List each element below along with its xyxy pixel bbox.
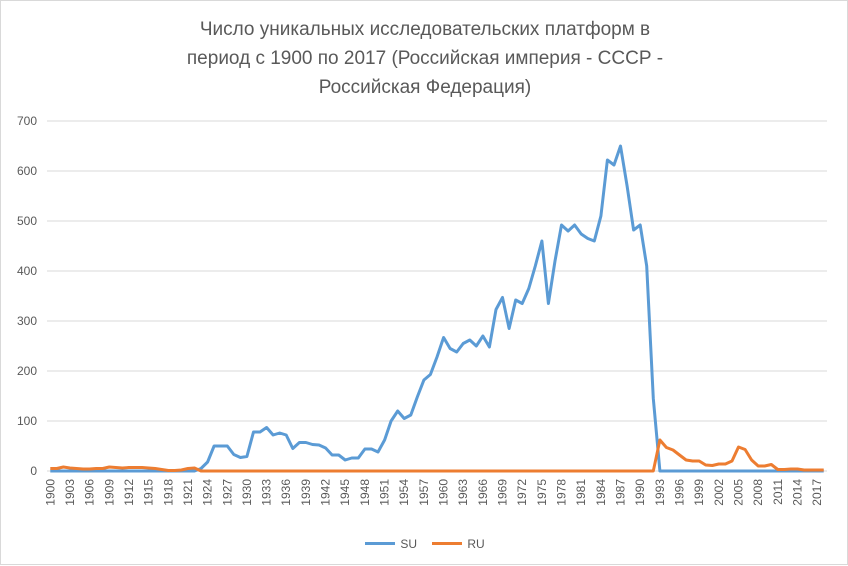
chart-title-line: период с 1900 по 2017 (Российская импери… bbox=[186, 48, 664, 69]
x-tick-label: 1948 bbox=[358, 479, 372, 506]
x-tick-label: 1999 bbox=[692, 479, 706, 506]
x-tick-label: 1909 bbox=[102, 479, 116, 506]
legend-swatch-ru bbox=[432, 542, 463, 545]
x-tick-label: 1924 bbox=[201, 479, 215, 506]
x-tick-label: 1927 bbox=[220, 479, 234, 506]
y-tick-label: 300 bbox=[17, 314, 37, 328]
y-tick-label: 700 bbox=[17, 114, 37, 128]
y-tick-label: 400 bbox=[17, 264, 37, 278]
series-line-su bbox=[50, 144, 824, 473]
legend-label-su: SU bbox=[400, 536, 417, 551]
x-tick-label: 1966 bbox=[476, 479, 490, 506]
x-tick-label: 2014 bbox=[791, 479, 805, 506]
x-tick-label: 1936 bbox=[279, 479, 293, 506]
x-tick-label: 1957 bbox=[417, 479, 431, 506]
chart-title-line: Российская Федерация) bbox=[318, 77, 532, 98]
x-tick-label: 1900 bbox=[43, 479, 57, 506]
y-tick-label: 100 bbox=[17, 414, 37, 428]
legend-item-su: SU bbox=[365, 537, 417, 551]
y-tick-label: 600 bbox=[17, 164, 37, 178]
legend-item-ru: RU bbox=[432, 536, 485, 551]
x-tick-label: 2005 bbox=[732, 479, 746, 506]
x-tick-label: 1981 bbox=[574, 479, 588, 506]
x-tick-label: 2008 bbox=[751, 479, 765, 506]
x-tick-label: 1921 bbox=[181, 479, 195, 506]
y-tick-label: 0 bbox=[30, 464, 37, 478]
x-tick-label: 2002 bbox=[712, 479, 726, 506]
x-tick-label: 1915 bbox=[142, 479, 156, 506]
x-tick-label: 1984 bbox=[594, 479, 608, 506]
x-tick-label: 1906 bbox=[83, 479, 97, 506]
x-tick-label: 1942 bbox=[319, 479, 333, 506]
x-tick-label: 1969 bbox=[496, 479, 510, 506]
x-tick-label: 1918 bbox=[161, 479, 175, 506]
x-tick-label: 1939 bbox=[299, 479, 313, 506]
x-tick-label: 1951 bbox=[378, 479, 392, 506]
x-tick-label: 1960 bbox=[437, 479, 451, 506]
x-tick-label: 1954 bbox=[397, 479, 411, 506]
legend-swatch-su bbox=[365, 542, 396, 545]
x-tick-label: 2017 bbox=[810, 479, 824, 506]
chart-title: Число уникальных исследовательских платф… bbox=[1, 15, 848, 102]
x-tick-label: 1975 bbox=[535, 479, 549, 506]
x-tick-label: 1993 bbox=[653, 479, 667, 506]
x-tick-label: 1903 bbox=[63, 479, 77, 506]
legend: SU RU bbox=[1, 534, 848, 551]
x-tick-label: 1945 bbox=[338, 479, 352, 506]
x-tick-label: 1933 bbox=[260, 479, 274, 506]
x-tick-label: 1963 bbox=[456, 479, 470, 506]
legend-label-ru: RU bbox=[467, 536, 485, 551]
x-tick-label: 1978 bbox=[555, 479, 569, 506]
y-tick-label: 200 bbox=[17, 364, 37, 378]
x-tick-label: 2011 bbox=[771, 479, 785, 505]
x-tick-label: 1912 bbox=[122, 479, 136, 506]
y-tick-label: 500 bbox=[17, 214, 37, 228]
x-tick-label: 1972 bbox=[515, 479, 529, 506]
x-tick-label: 1930 bbox=[240, 479, 254, 506]
series-line-ru bbox=[50, 438, 824, 473]
chart-title-line: Число уникальных исследовательских платф… bbox=[199, 19, 651, 40]
x-tick-label: 1987 bbox=[614, 479, 628, 506]
x-tick-label: 1996 bbox=[673, 479, 687, 506]
x-tick-label: 1990 bbox=[633, 479, 647, 506]
